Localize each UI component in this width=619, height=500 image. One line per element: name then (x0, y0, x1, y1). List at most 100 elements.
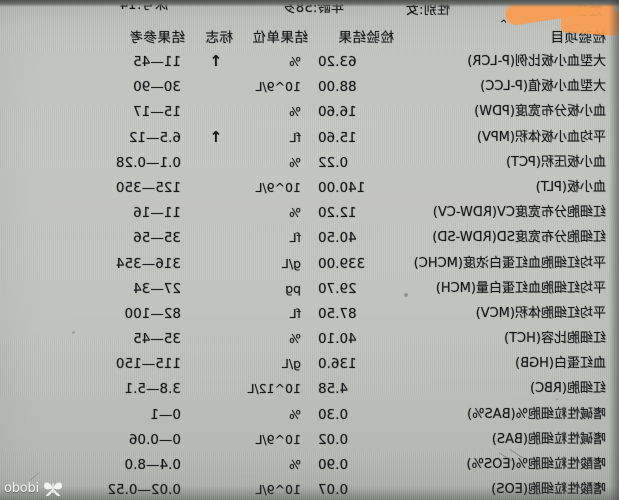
row-unit: % (289, 154, 301, 170)
row-value: 87.50 (318, 305, 357, 322)
row-item-name: 血小板(PLT) (535, 179, 606, 195)
table-row: 血小板(PLT) 140.00 10^9/L 125—350 (0, 177, 619, 202)
row-unit: 10^9/L (255, 431, 301, 447)
row-value: 0.90 (318, 457, 349, 473)
row-unit: 10^9/L (255, 179, 301, 195)
row-item-name: 嗜酸性粒细胞%(EOS%) (466, 457, 606, 472)
row-reference: 6.5—12 (128, 129, 181, 146)
row-unit: % (289, 205, 301, 221)
dust-speck (556, 398, 558, 400)
row-reference: 0.02—0.52 (107, 482, 181, 499)
patient-name-label: 姓名 (575, 4, 602, 19)
row-reference: 27—34 (133, 280, 181, 297)
table-row: 红细胞比容(HCT) 40.10% 35—45 (0, 328, 619, 353)
row-reference: 125—350 (115, 179, 181, 196)
results-table: 检验项目 检验结果 结果单位 标志 结果参考 大型血小板比例(P-LCR) 63.… (0, 27, 619, 500)
row-value: 4.58 (318, 381, 349, 398)
row-item-name: 大型血小板比例(P-LCR) (467, 54, 606, 69)
row-item-name: 平均红细胞血红蛋白浓度(MCHC) (413, 255, 606, 271)
row-item-name: 嗜酸性粒细胞(EOS) (491, 482, 606, 498)
row-unit: % (289, 104, 301, 120)
row-reference: 115—150 (115, 356, 181, 373)
row-unit: pg (285, 280, 301, 296)
row-value: 136.0 (318, 356, 357, 373)
caret-pen-mark: ⌃ (497, 17, 510, 34)
row-reference: 0—1 (150, 406, 181, 423)
table-row: 嗜酸性粒细胞(EOS) 0.07 10^9/L 0.02—0.52 (0, 479, 619, 500)
watermark-text: obobi (4, 480, 40, 496)
row-flag: ↑ (209, 52, 223, 70)
row-unit: % (289, 331, 301, 347)
column-header-reference: 结果参考 (129, 30, 185, 46)
row-reference: 35—56 (133, 230, 181, 247)
row-unit: 10^12/L (247, 381, 301, 397)
column-header-unit: 结果单位 (252, 30, 308, 46)
row-unit: fL (289, 305, 301, 321)
row-value: 0.07 (318, 482, 349, 499)
column-header-item: 检验项目 (550, 30, 606, 46)
row-reference: 0.4—8.0 (124, 457, 181, 473)
table-row: 平均血小板体积(MPV) 15.60 fL ↑ 6.5—12 (0, 127, 619, 152)
table-row: 红细胞分布宽度CV(RDW-CV) 12.20% 11—16 (0, 202, 619, 227)
row-item-name: 红细胞分布宽度SD(RDW-SD) (432, 230, 606, 246)
table-row: 血小板压积(PCT) 0.22% 0.1—0.28 (0, 152, 619, 177)
row-unit: % (289, 54, 301, 69)
row-unit: 10^9/L (255, 79, 301, 95)
row-reference: 11—45 (133, 54, 181, 70)
butterfly-logo-icon (42, 478, 64, 498)
row-value: 15.60 (318, 129, 357, 146)
row-value: 0.30 (318, 406, 349, 423)
patient-age: 年龄:58岁 (282, 1, 344, 16)
row-reference: 15—17 (133, 104, 181, 121)
table-row: 血红蛋白(HGB) 136.0 g/L 115—150 (0, 353, 619, 378)
row-reference: 35—45 (133, 331, 181, 348)
row-item-name: 红细胞比容(HCT) (504, 331, 606, 347)
table-row: 嗜酸性粒细胞%(EOS%) 0.90% 0.4—8.0 (0, 454, 619, 479)
row-item-name: 红细胞(RBC) (530, 381, 606, 397)
table-row: 平均红细胞体积(MCV) 87.50 fL 82—100 (0, 303, 619, 328)
row-reference: 30—90 (133, 79, 181, 96)
row-item-name: 血小板分布宽度(PDW) (474, 104, 606, 120)
row-value: 63.20 (318, 54, 357, 70)
row-value: 16.60 (318, 104, 357, 121)
row-item-name: 红细胞分布宽度CV(RDW-CV) (432, 205, 606, 221)
table-row: 血小板分布宽度(PDW) 16.60% 15—17 (0, 101, 619, 126)
row-value: 339.00 (318, 255, 366, 272)
row-unit: 10^9/L (255, 482, 301, 498)
row-value: 12.20 (318, 205, 357, 222)
table-header-row: 检验项目 检验结果 结果单位 标志 结果参考 (0, 27, 619, 51)
table-row: 大型血小板比例(P-LCR) 63.20% ↑ 11—45 (0, 51, 619, 76)
row-unit: fL (289, 230, 301, 246)
table-row: 大型血小板值(P-LCC) 88.00 10^9/L 30—90 (0, 76, 619, 101)
row-value: 40.10 (318, 331, 357, 348)
table-row: 平均红细胞血红蛋白浓度(MCHC) 339.00 g/L 316—354 (0, 253, 619, 278)
row-item-name: 血红蛋白(HGB) (515, 356, 606, 372)
row-reference: 11—16 (133, 205, 181, 222)
row-reference: 82—100 (124, 305, 181, 322)
patient-sex: 性别:女 (405, 3, 450, 18)
table-row: 嗜碱性粒细胞(BAS) 0.02 10^9/L 0—0.06 (0, 429, 619, 454)
row-reference: 0—0.06 (128, 431, 181, 448)
row-flag: ↑ (209, 127, 223, 146)
table-row: 平均红细胞血红蛋白量(MCH) 29.70 pg 27—34 (0, 278, 619, 303)
column-header-value: 检验结果 (338, 30, 394, 46)
row-unit: % (289, 406, 301, 422)
row-item-name: 血小板压积(PCT) (505, 154, 606, 170)
row-value: 0.22 (318, 154, 349, 171)
row-reference: 3.8—5.1 (124, 381, 181, 398)
row-item-name: 平均红细胞血红蛋白量(MCH) (435, 280, 606, 296)
row-unit: g/L (281, 356, 301, 372)
row-unit: g/L (281, 255, 301, 271)
row-item-name: 嗜碱性粒细胞%(BAS%) (467, 406, 606, 422)
row-unit: fL (289, 129, 301, 145)
dust-speck (72, 331, 75, 334)
watermark: obobi (4, 478, 64, 498)
row-reference: 316—354 (115, 255, 181, 272)
dust-speck (404, 293, 408, 297)
table-row: 红细胞分布宽度SD(RDW-SD) 40.50 fL 35—56 (0, 227, 619, 252)
row-value: 0.02 (318, 431, 349, 448)
dust-speck (523, 205, 526, 208)
table-row: 嗜碱性粒细胞%(BAS%) 0.30% 0—1 (0, 404, 619, 429)
